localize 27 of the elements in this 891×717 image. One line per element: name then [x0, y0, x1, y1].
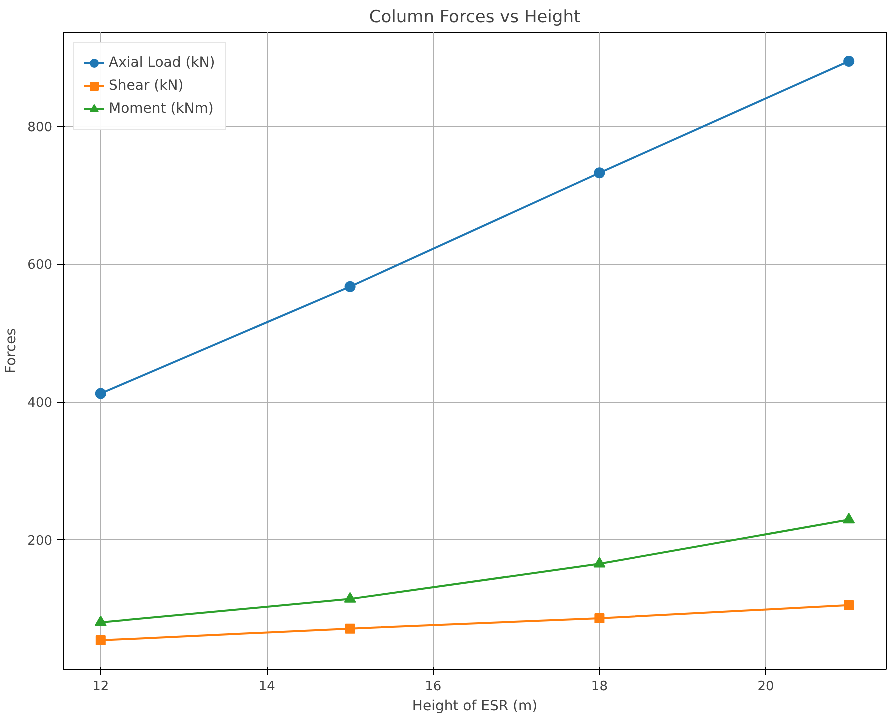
point [345, 624, 356, 634]
point [95, 388, 106, 400]
x-tick-label: 12 [92, 680, 110, 694]
y-tick-label: 200 [28, 534, 53, 549]
point [594, 557, 606, 568]
point [594, 168, 606, 179]
point [844, 600, 854, 610]
x-tick-label: 14 [258, 680, 276, 694]
point [344, 281, 356, 292]
x-axis-title: Height of ESR (m) [412, 698, 538, 714]
x-tick-label: 20 [758, 680, 774, 694]
point [96, 636, 106, 646]
point [94, 616, 107, 626]
x-tick-label: 16 [425, 680, 442, 694]
point [594, 613, 605, 624]
y-axis-title: Forces [4, 328, 20, 374]
point [843, 513, 856, 524]
x-tick-label: 18 [591, 680, 608, 694]
y-tick-label: 600 [28, 258, 53, 274]
y-tick-label: 800 [28, 120, 53, 136]
y-tick-label: 400 [28, 396, 53, 412]
legend-label: Axial Load (kN) [109, 55, 216, 71]
legend-label: Moment (kNm) [109, 101, 214, 117]
point [344, 592, 356, 603]
chart-title: Column Forces vs Height [369, 8, 581, 28]
legend-label: Shear (kN) [109, 78, 184, 94]
point [844, 56, 855, 67]
